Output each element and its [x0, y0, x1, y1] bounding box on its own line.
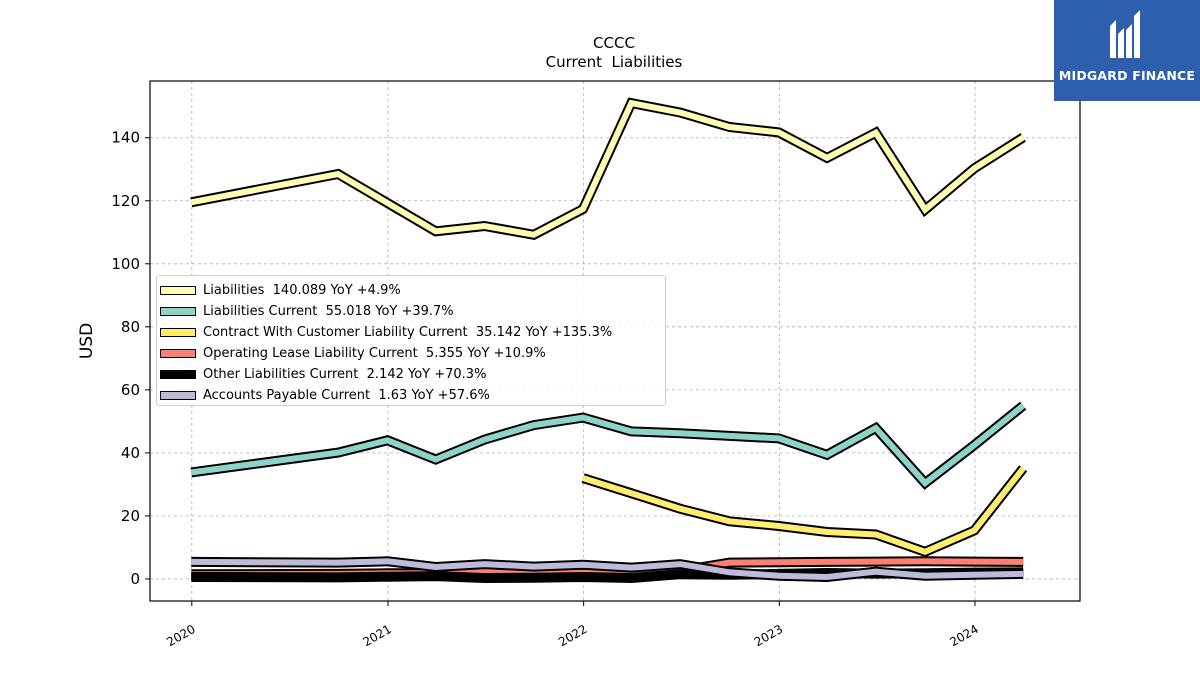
x-tick-label: 2023 [752, 622, 785, 649]
legend-label: Accounts Payable Current 1.63 YoY +57.6% [203, 388, 490, 403]
series-line-fill [191, 558, 1024, 581]
legend-item: Operating Lease Liability Current 5.355 … [157, 343, 665, 364]
chart-title: CCCC [593, 34, 635, 52]
y-axis-label: USD [77, 323, 97, 359]
series-lines [190, 97, 1028, 584]
legend-swatch [160, 370, 196, 379]
series-line [190, 97, 1026, 241]
y-tick-label: 120 [111, 192, 140, 210]
x-tick-label: 2024 [947, 622, 980, 649]
legend-label: Liabilities 140.089 YoY +4.9% [203, 283, 401, 298]
y-tick-label: 40 [121, 444, 140, 462]
legend-swatch [160, 307, 196, 316]
legend-swatch [160, 349, 196, 358]
x-tick-label: 2021 [360, 622, 393, 649]
y-tick-label: 0 [130, 570, 140, 588]
legend-label: Other Liabilities Current 2.142 YoY +70.… [203, 367, 487, 382]
logo-icon [1110, 10, 1140, 58]
series-line [581, 465, 1028, 558]
series-line-fill [582, 466, 1026, 556]
logo-text: MIDGARD FINANCE [1058, 68, 1196, 83]
legend-label: Contract With Customer Liability Current… [203, 325, 613, 340]
series-line [190, 401, 1027, 490]
legend-swatch [160, 328, 196, 337]
legend-item: Accounts Payable Current 1.63 YoY +57.6% [157, 385, 665, 406]
legend: Liabilities 140.089 YoY +4.9% Liabilitie… [156, 275, 666, 406]
plot-frame [149, 80, 1081, 602]
y-tick-label: 140 [111, 129, 140, 147]
y-tick-label: 20 [121, 507, 140, 525]
x-tick-label: 2022 [556, 622, 589, 649]
brand-logo: MIDGARD FINANCE [1054, 0, 1200, 101]
legend-item: Liabilities Current 55.018 YoY +39.7% [157, 301, 665, 322]
legend-item: Contract With Customer Liability Current… [157, 322, 665, 343]
y-tick-label: 80 [121, 318, 140, 336]
series-line-fill [190, 99, 1025, 238]
legend-item: Liabilities 140.089 YoY +4.9% [157, 280, 665, 301]
legend-label: Liabilities Current 55.018 YoY +39.7% [203, 304, 454, 319]
y-tick-label: 100 [111, 255, 140, 273]
legend-swatch [160, 286, 196, 295]
legend-swatch [160, 391, 196, 400]
series-line [191, 556, 1024, 583]
legend-item: Other Liabilities Current 2.142 YoY +70.… [157, 364, 665, 385]
series-line-outline [190, 401, 1027, 490]
x-tick-label: 2020 [164, 622, 197, 649]
y-tick-label: 60 [121, 381, 140, 399]
legend-label: Operating Lease Liability Current 5.355 … [203, 346, 546, 361]
chart-subtitle: Current Liabilities [546, 53, 683, 71]
series-line-fill [190, 403, 1026, 488]
